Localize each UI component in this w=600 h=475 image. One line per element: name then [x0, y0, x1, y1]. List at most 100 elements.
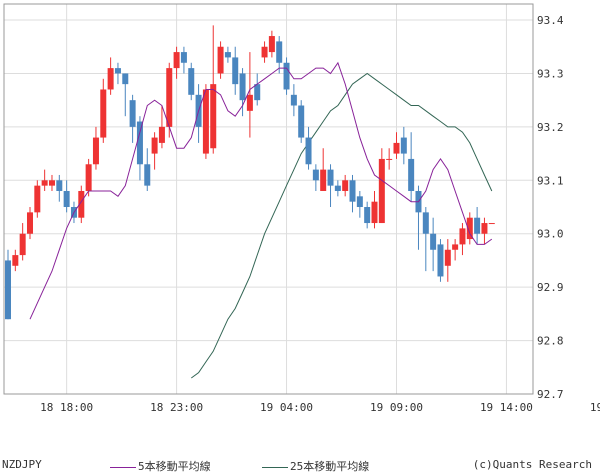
candle-body [349, 180, 356, 202]
candle-down [408, 132, 415, 202]
x-tick-label: 18 18:00 [40, 401, 93, 414]
candle-down [305, 126, 312, 170]
candle-body [173, 52, 180, 69]
candle-body [400, 137, 407, 154]
x-tick-label: 19 14:00 [480, 401, 533, 414]
candle-body [166, 68, 173, 127]
frame-layer [3, 3, 534, 395]
candle-body [5, 260, 11, 320]
candle-down [114, 62, 121, 85]
symbol-label: NZDJPY [2, 458, 42, 471]
candle-up [151, 132, 158, 170]
candle-body [422, 212, 429, 234]
y-tick-label: 92.7 [537, 388, 564, 401]
candle-down [5, 249, 11, 320]
candle-body [217, 46, 224, 74]
y-axis-ticks: 93.4 93.3 93.2 93.1 93.0 92.9 92.8 92.7 [537, 14, 564, 401]
candle-body [19, 233, 26, 256]
candle-up [34, 180, 41, 218]
candle-body [276, 41, 283, 63]
candle-up [466, 212, 473, 245]
candle-up [393, 132, 400, 159]
candle-body [408, 158, 415, 191]
candle-up [158, 105, 165, 149]
y-tick-label: 93.4 [537, 14, 564, 27]
credit-label: (c)Quants Research [472, 458, 592, 471]
candle-down [422, 207, 429, 272]
candle-up [92, 126, 99, 170]
candle-up [107, 57, 114, 95]
candle-up [444, 239, 451, 282]
candle-down [254, 73, 261, 106]
candle-down [195, 84, 202, 143]
candle-body [136, 121, 143, 165]
candle-down [188, 62, 195, 101]
candle-down [63, 180, 70, 213]
ma5-layer [29, 61, 493, 320]
candle-body [334, 185, 341, 191]
x-tick-label: 19 09:00 [370, 401, 423, 414]
candle-body [364, 207, 371, 224]
candle-up [41, 169, 48, 191]
candle-up [12, 249, 19, 272]
candle-up [78, 185, 85, 224]
candle-body [261, 46, 268, 58]
candle-down [239, 68, 246, 117]
candle-up [19, 223, 26, 261]
candle-body [34, 185, 41, 213]
candle-body [239, 73, 246, 101]
candle-layer [5, 25, 495, 320]
candle-body [26, 212, 33, 234]
x-tick-label: 18 23:00 [150, 401, 203, 414]
candle-body [466, 217, 473, 240]
candle-body [430, 233, 437, 250]
candle-down [364, 201, 371, 229]
y-tick-label: 93.1 [537, 174, 564, 187]
x-tick-label: 19 04:00 [260, 401, 313, 414]
candle-down [180, 46, 187, 74]
candle-up [217, 41, 224, 79]
candle-body [283, 62, 290, 90]
candle-up [378, 148, 385, 224]
candle-up [371, 190, 378, 229]
candle-body [452, 244, 459, 250]
candle-body [78, 190, 85, 218]
candle-up [246, 52, 253, 138]
candle-down [144, 148, 151, 191]
candle-body [481, 223, 488, 234]
candle-body [56, 180, 63, 191]
candle-down [276, 36, 283, 74]
candle-body [290, 94, 297, 106]
candle-body [474, 217, 481, 234]
candle-body [312, 169, 319, 181]
candle-body [305, 137, 312, 165]
candle-body [459, 228, 466, 245]
candle-down [232, 46, 239, 95]
candle-down [312, 164, 319, 191]
candle-down [430, 217, 437, 272]
grid-layer [4, 4, 533, 395]
candle-body [151, 137, 158, 154]
candle-body [188, 68, 195, 95]
candle-down [415, 185, 422, 250]
candle-body [254, 84, 261, 101]
candle-body [268, 36, 275, 53]
candle-body [129, 100, 136, 127]
x-axis-ticks: 18 18:00 18 23:00 19 04:00 19 09:00 19 14:00… [40, 401, 600, 414]
candle-body [327, 169, 334, 186]
candle-body [85, 164, 92, 191]
x-tick-label: 19 19:00 [590, 401, 600, 414]
candle-up [342, 174, 349, 197]
ma25-line [191, 72, 493, 379]
candle-down [298, 100, 305, 143]
ma5-line [29, 61, 493, 320]
legend-ma5: 5本移動平均線 [110, 458, 211, 474]
candle-body [100, 89, 107, 138]
candle-down [327, 164, 334, 208]
candle-body [393, 142, 400, 154]
candle-body [107, 68, 114, 90]
candle-body [371, 201, 378, 224]
candle-up [320, 148, 327, 191]
candle-body [202, 89, 209, 154]
